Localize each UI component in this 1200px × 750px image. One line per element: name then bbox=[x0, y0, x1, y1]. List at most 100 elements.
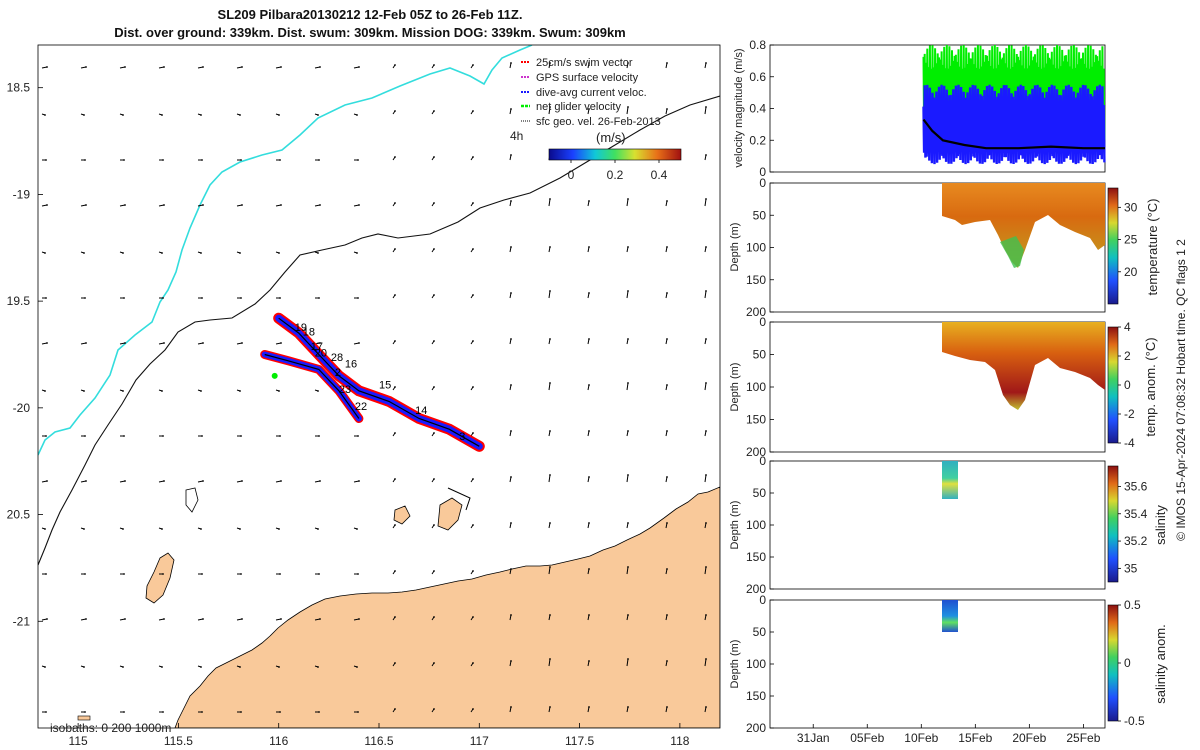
temp-anomaly-colorbar bbox=[1107, 326, 1119, 444]
depth-tick-label: 150 bbox=[746, 689, 766, 703]
surface-velocity-arrowhead bbox=[122, 390, 124, 392]
map-colorbar-tick-label: 0.4 bbox=[651, 168, 668, 182]
surface-velocity-arrowhead bbox=[549, 614, 551, 616]
surface-velocity-arrowhead bbox=[319, 342, 321, 344]
map-x-axis: 115 115.5 116 116.5 117 117.5 118 bbox=[69, 723, 690, 748]
colorbar-tick-label: 35 bbox=[1124, 561, 1138, 575]
surface-velocity-arrowhead bbox=[161, 114, 163, 116]
surface-velocity-arrowhead bbox=[358, 204, 360, 206]
temp-anomaly-colorbar-label: temp. anom. (°C) bbox=[1143, 337, 1158, 436]
surface-velocity-arrowhead bbox=[627, 474, 629, 476]
surface-velocity-arrowhead bbox=[318, 435, 320, 437]
surface-velocity-arrowhead bbox=[202, 618, 204, 620]
surface-velocity-arrowhead bbox=[84, 573, 86, 575]
surface-velocity-arrowhead bbox=[588, 614, 590, 616]
surface-velocity-arrowhead bbox=[666, 338, 668, 340]
surface-velocity-arrowhead bbox=[278, 528, 280, 530]
surface-velocity-arrowhead bbox=[705, 246, 707, 248]
surface-velocity-arrowhead bbox=[44, 528, 46, 530]
surface-velocity-arrowhead bbox=[161, 252, 163, 254]
surface-velocity-arrowhead bbox=[472, 524, 474, 526]
surface-velocity-arrowhead bbox=[83, 666, 85, 668]
surface-velocity-arrowhead bbox=[200, 390, 202, 392]
surface-velocity-arrowhead bbox=[510, 430, 512, 432]
surface-velocity-arrowhead bbox=[84, 159, 86, 161]
salinity-anomaly-ylabel: Depth (m) bbox=[729, 640, 741, 689]
surface-velocity-arrowhead bbox=[510, 384, 512, 386]
salinity-y-axis: 0 50 100 150 200 bbox=[746, 454, 774, 596]
time-tick-label: 31Jan bbox=[797, 731, 830, 745]
surface-velocity-arrowhead bbox=[705, 338, 707, 340]
surface-velocity-arrow bbox=[548, 474, 551, 483]
surface-velocity-arrowhead bbox=[549, 338, 551, 340]
isobath-deep-line bbox=[38, 95, 720, 566]
surface-velocity-arrowhead bbox=[510, 338, 512, 340]
surface-velocity-arrowhead bbox=[394, 202, 396, 204]
surface-velocity-arrowhead bbox=[124, 480, 126, 482]
depth-tick-label: 0 bbox=[759, 454, 766, 468]
colorbar-tick-label: 35.6 bbox=[1124, 479, 1148, 493]
time-tick-label: 10Feb bbox=[904, 731, 938, 745]
surface-velocity-arrowhead bbox=[241, 204, 243, 206]
surface-velocity-arrowhead bbox=[394, 432, 396, 434]
surface-velocity-arrowhead bbox=[394, 524, 396, 526]
surface-velocity-arrow bbox=[626, 290, 629, 299]
temperature-panel: 0 50 100 150 200 Depth (m) 20 25 30 temperatur… bbox=[729, 176, 1160, 319]
surface-velocity-arrowhead bbox=[588, 706, 590, 708]
surface-velocity-arrowhead bbox=[705, 706, 707, 708]
track-day-label: 3 bbox=[459, 431, 465, 443]
surface-velocity-arrowhead bbox=[394, 156, 396, 158]
legend-label-dive: dive-avg current veloc. bbox=[536, 87, 647, 99]
surface-velocity-arrowhead bbox=[200, 528, 202, 530]
surface-velocity-arrowhead bbox=[357, 435, 359, 437]
surface-velocity-arrowhead bbox=[85, 204, 87, 206]
surface-velocity-arrowhead bbox=[162, 159, 164, 161]
figure-title-line-1: SL209 Pilbara20130212 12-Feb 05Z to 26-F… bbox=[217, 7, 523, 22]
surface-velocity-arrowhead bbox=[317, 252, 319, 254]
surface-velocity-arrowhead bbox=[280, 618, 282, 620]
surface-velocity-arrowhead bbox=[705, 106, 707, 108]
surface-velocity-arrowhead bbox=[357, 297, 359, 299]
surface-velocity-arrow bbox=[704, 198, 707, 207]
surface-velocity-arrowhead bbox=[46, 66, 48, 68]
surface-velocity-arrowhead bbox=[84, 711, 86, 713]
salinity-panel: 0 50 100 150 200 Depth (m) 35 35.2 35.4 35.6 sa… bbox=[729, 454, 1168, 596]
surface-velocity-arrowhead bbox=[705, 198, 707, 200]
surface-velocity-arrowhead bbox=[510, 154, 512, 156]
surface-velocity-arrow bbox=[626, 106, 629, 115]
surface-velocity-arrowhead bbox=[510, 108, 512, 110]
time-x-axis: 31Jan 05Feb 10Feb 15Feb 20Feb 25Feb bbox=[797, 724, 1101, 745]
temperature-ylabel: Depth (m) bbox=[729, 223, 741, 272]
surface-velocity-arrowhead bbox=[549, 246, 551, 248]
surface-velocity-arrowhead bbox=[240, 435, 242, 437]
surface-velocity-arrowhead bbox=[472, 708, 474, 710]
track-day-label: 19 bbox=[295, 322, 307, 334]
colorbar-tick-label: 35.4 bbox=[1124, 507, 1148, 521]
map-x-tick-label: 115 bbox=[69, 734, 88, 748]
surface-velocity-arrowhead bbox=[240, 573, 242, 575]
surface-velocity-arrowhead bbox=[124, 66, 126, 68]
surface-velocity-arrowhead bbox=[627, 382, 629, 384]
depth-tick-label: 150 bbox=[746, 273, 766, 287]
surface-velocity-arrowhead bbox=[201, 159, 203, 161]
surface-velocity-arrowhead bbox=[201, 297, 203, 299]
surface-velocity-arrowhead bbox=[549, 658, 551, 660]
surface-velocity-arrowhead bbox=[433, 294, 435, 296]
surface-velocity-arrowhead bbox=[472, 386, 474, 388]
track-day-label: 18 bbox=[303, 326, 315, 338]
map-colorbar-tick-label: 0 bbox=[568, 168, 575, 182]
surface-velocity-arrowhead bbox=[472, 202, 474, 204]
surface-velocity-arrow bbox=[704, 658, 707, 667]
surface-velocity-arrowhead bbox=[317, 114, 319, 116]
map-x-tick-label: 116.5 bbox=[364, 734, 393, 748]
depth-tick-label: 0 bbox=[759, 315, 766, 329]
surface-velocity-arrowhead bbox=[588, 62, 590, 64]
surface-velocity-arrowhead bbox=[433, 524, 435, 526]
mean-velocity-series bbox=[922, 118, 1105, 150]
surface-velocity-arrowhead bbox=[200, 666, 202, 668]
surface-velocity-arrowhead bbox=[588, 660, 590, 662]
salinity-anomaly-colorbar-label: salinity anom. bbox=[1153, 624, 1168, 703]
surface-velocity-arrowhead bbox=[394, 386, 396, 388]
